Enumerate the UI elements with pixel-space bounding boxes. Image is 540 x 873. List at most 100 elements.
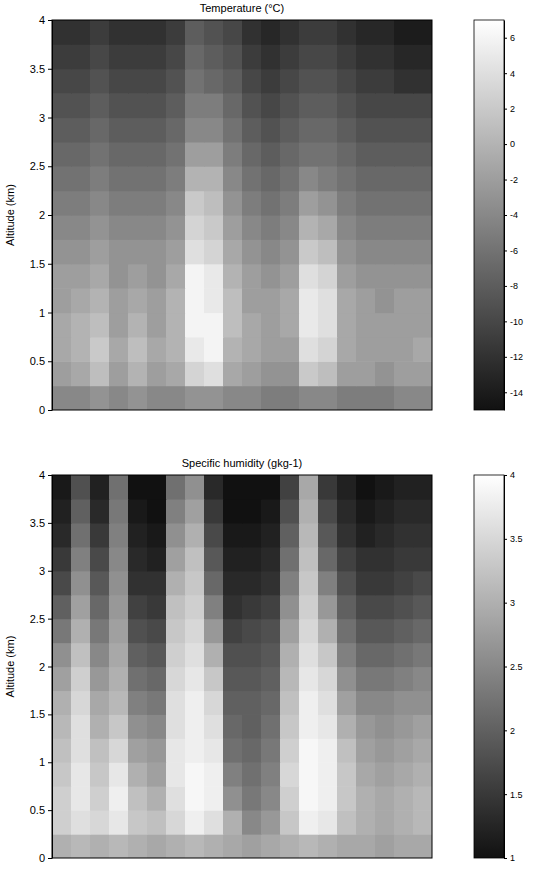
tick-label: -4	[510, 210, 518, 220]
tick-mark	[504, 603, 507, 604]
heat-cell	[280, 762, 300, 787]
heat-cell	[280, 20, 300, 45]
tick: 2	[39, 661, 52, 673]
heat-cell	[356, 571, 376, 596]
heat-cell	[413, 288, 432, 313]
heat-cell	[318, 810, 338, 835]
heat-cell	[356, 337, 376, 362]
heat-cell	[299, 762, 319, 787]
heat-cell	[147, 44, 167, 69]
heat-cell	[337, 643, 357, 668]
heat-cell	[261, 118, 281, 143]
heat-cell	[223, 595, 243, 620]
heat-cell	[128, 738, 148, 763]
heat-cell	[375, 714, 395, 739]
heat-cell	[166, 690, 186, 715]
heat-cell	[204, 738, 224, 763]
heat-cell	[71, 738, 91, 763]
y-axis: 00.511.522.533.54	[30, 469, 53, 864]
tick: 3.5	[30, 63, 52, 75]
heat-cell	[261, 475, 281, 500]
heat-cell	[147, 714, 167, 739]
heat-cell	[337, 386, 357, 410]
heat-cell	[128, 239, 148, 264]
heat-cell	[337, 786, 357, 811]
heat-cell	[204, 619, 224, 644]
tick: 4	[39, 469, 52, 481]
heat-cell	[280, 738, 300, 763]
heat-cell	[128, 571, 148, 596]
heat-cell	[166, 44, 186, 69]
tick-label: 0.5	[30, 355, 45, 367]
heat-cell	[375, 834, 395, 858]
heat-cell	[52, 118, 72, 143]
heat-cell	[280, 93, 300, 118]
heat-cell	[280, 142, 300, 167]
heat-cell	[204, 93, 224, 118]
heat-cell	[356, 547, 376, 572]
tick-label: 1	[39, 307, 45, 319]
heat-cell	[299, 547, 319, 572]
heat-cell	[337, 738, 357, 763]
heat-cell	[261, 69, 281, 94]
heat-cell	[356, 690, 376, 715]
color-bar	[474, 475, 504, 858]
heat-cell	[299, 142, 319, 167]
heat-cell	[128, 337, 148, 362]
plot-frame	[52, 20, 432, 410]
heat-cell	[109, 499, 129, 524]
heat-cell	[185, 499, 205, 524]
heat-cell	[299, 523, 319, 548]
heat-cell	[413, 619, 432, 644]
heat-cell	[223, 313, 243, 338]
plot-frame	[52, 475, 432, 858]
tick-label: 2	[510, 726, 515, 736]
heat-cell	[337, 93, 357, 118]
heat-cell	[375, 118, 395, 143]
heat-cell	[147, 93, 167, 118]
heat-cell	[223, 264, 243, 289]
tick-mark	[48, 361, 52, 362]
heat-cell	[204, 142, 224, 167]
heat-cell	[394, 595, 414, 620]
heat-cell	[337, 595, 357, 620]
heat-cell	[109, 667, 129, 692]
heat-cell	[185, 215, 205, 240]
heat-cell	[185, 667, 205, 692]
heat-cell	[185, 361, 205, 386]
tick-mark	[504, 144, 507, 145]
tick-mark	[48, 118, 52, 119]
heat-cell	[71, 619, 91, 644]
heat-cell	[90, 215, 110, 240]
tick: 1	[504, 853, 515, 863]
heat-cell	[71, 571, 91, 596]
heat-cell	[394, 142, 414, 167]
heat-cell	[166, 166, 186, 191]
heat-cell	[413, 313, 432, 338]
heat-cell	[185, 571, 205, 596]
heat-cell	[280, 313, 300, 338]
heat-cell	[280, 288, 300, 313]
heat-cell	[223, 762, 243, 787]
heat-cell	[185, 786, 205, 811]
heat-cell	[337, 475, 357, 500]
heat-cell	[261, 142, 281, 167]
heat-cell	[166, 288, 186, 313]
tick-label: 3	[39, 112, 45, 124]
heat-cell	[109, 288, 129, 313]
tick: 1.5	[504, 790, 523, 800]
tick-mark	[48, 810, 52, 811]
heat-cell	[166, 93, 186, 118]
heat-cell	[394, 288, 414, 313]
heat-cell	[109, 475, 129, 500]
tick: -4	[504, 210, 518, 220]
tick-label: 2	[39, 209, 45, 221]
tick-mark	[48, 714, 52, 715]
heat-cell	[261, 337, 281, 362]
color-bar-axis: 6420-2-4-6-8-10-12-14	[504, 21, 523, 411]
heat-cell	[71, 118, 91, 143]
heat-cell	[299, 386, 319, 410]
color-bar	[474, 20, 504, 410]
heat-cell	[52, 810, 72, 835]
heat-cell	[185, 118, 205, 143]
